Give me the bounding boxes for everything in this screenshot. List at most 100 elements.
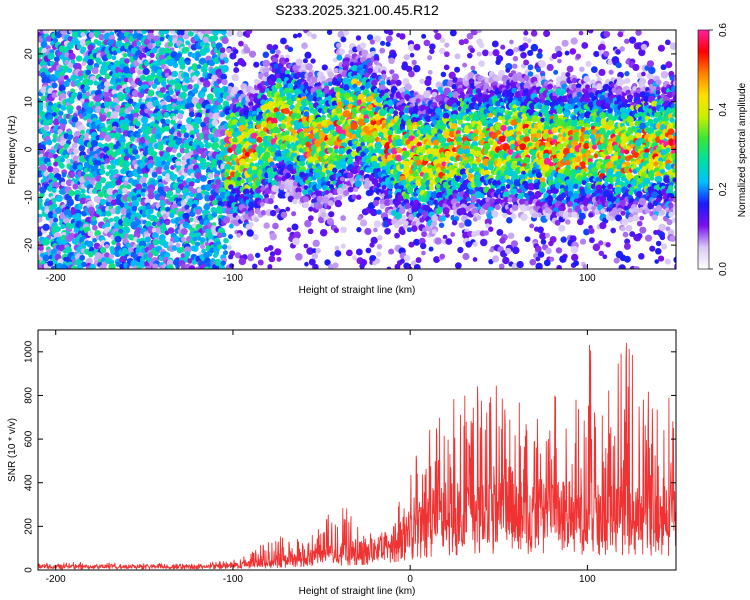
spectrogram-cell	[367, 189, 374, 196]
spectrogram-cell	[99, 131, 107, 139]
spectrogram-cell	[251, 169, 259, 176]
spectrogram-cell	[285, 206, 291, 212]
spectrogram-cell	[238, 158, 247, 166]
spectrogram-cell	[172, 94, 177, 99]
spectrogram-cell	[460, 107, 466, 113]
spectrogram-cell	[370, 208, 378, 217]
spectrogram-cell	[334, 148, 339, 154]
spectrogram-cell	[167, 227, 175, 235]
spectrogram-cell	[59, 75, 66, 81]
spectrogram-cell	[243, 132, 250, 139]
spectrogram-cell	[304, 51, 312, 59]
spectrogram-cell	[115, 209, 121, 215]
spectrogram-cell	[243, 109, 250, 116]
spectrogram-cell	[195, 177, 201, 184]
spectrogram-cell	[312, 239, 320, 248]
spectrogram-cell	[116, 72, 123, 78]
spectrogram-cell	[101, 211, 107, 217]
spectrogram-cell	[38, 230, 43, 237]
spectrogram-cell	[337, 194, 343, 201]
spectrogram-cell	[157, 144, 164, 151]
spectrogram-cell	[58, 110, 64, 116]
spectrogram-cell	[221, 78, 228, 86]
spectrogram-cell	[403, 54, 410, 61]
spectrogram-cell	[495, 59, 501, 65]
spectrogram-cell	[259, 147, 266, 153]
spectrogram-cell	[445, 156, 450, 162]
spectrogram-cell	[203, 266, 210, 269]
spectrogram-cell	[192, 65, 199, 72]
spectrogram-cell	[403, 160, 410, 168]
spectrogram-cell	[295, 123, 302, 129]
spectrogram-cell	[191, 96, 199, 105]
spectrogram-cell	[74, 63, 82, 71]
spectrogram-cell	[377, 235, 383, 241]
spectrogram-cell	[338, 147, 346, 155]
spectrogram-cell	[52, 37, 59, 44]
spectrogram-cell	[496, 162, 502, 168]
spectrogram-cell	[79, 243, 87, 251]
spectrogram-cell	[103, 81, 111, 88]
spectrogram-cell	[355, 248, 363, 256]
spectrogram-cell	[439, 253, 446, 260]
spectrogram-cell	[108, 169, 114, 175]
spectrogram-cell	[236, 232, 242, 238]
spectrogram-cell	[204, 183, 212, 192]
spectrogram-cell	[144, 236, 151, 243]
spectrogram-cell	[307, 94, 315, 102]
spectrogram-cell	[408, 70, 415, 78]
spectrogram-cell	[144, 135, 151, 141]
spectrogram-cell	[267, 245, 274, 251]
spectrogram-cell	[424, 79, 432, 87]
spectrogram-cell	[192, 123, 200, 130]
spectrogram-cell	[53, 161, 59, 167]
spectrogram-cell	[103, 107, 110, 113]
spectrogram-cell	[234, 147, 243, 155]
spectrogram-cell	[404, 83, 412, 91]
spectrogram-cell	[184, 47, 190, 53]
spectrogram-cell	[164, 176, 171, 183]
spectrogram-cell	[137, 70, 143, 76]
spectrogram-cell	[91, 224, 98, 231]
spectrogram-cell	[42, 30, 50, 35]
spectrogram-cell	[166, 190, 174, 197]
spectrogram-cell	[369, 39, 376, 45]
spectrogram-cell	[147, 89, 155, 97]
spectrogram-cell	[292, 33, 298, 39]
spectrogram-cell	[256, 136, 263, 143]
spectrogram-cell	[226, 130, 234, 138]
spectrogram-cell	[308, 258, 316, 266]
spectrogram-cell	[359, 170, 365, 175]
spectrogram-cell	[247, 254, 254, 262]
spectrogram-cell	[151, 133, 157, 140]
spectrogram-cell	[364, 83, 371, 89]
spectrogram-cell	[451, 122, 458, 130]
spectrogram-cell	[216, 96, 224, 104]
spectrogram-cell	[494, 123, 502, 131]
spectrogram-cell	[403, 116, 409, 122]
spectrogram-cell	[269, 209, 277, 217]
spectrogram-cell	[386, 266, 392, 269]
spectrogram-cell	[99, 168, 106, 175]
spectrogram-cell	[398, 207, 406, 215]
spectrogram-cell	[488, 51, 494, 57]
spectrogram-cell	[53, 56, 60, 63]
spectrogram-cell	[43, 238, 50, 246]
spectrogram-cell	[272, 222, 279, 230]
spectrogram-cell	[183, 132, 190, 139]
spectrogram-cell	[192, 236, 198, 242]
spectrogram-cell	[303, 128, 309, 133]
spectrogram-cell	[196, 192, 204, 201]
spectrogram-cell	[442, 234, 448, 240]
spectrogram-cell	[206, 93, 214, 101]
spectrogram-cell	[115, 179, 122, 186]
spectrogram-cell	[214, 258, 222, 267]
spectrogram-cell	[112, 168, 119, 175]
spectrogram-cell	[203, 80, 211, 88]
spectrogram-cell	[235, 180, 242, 187]
spectrogram-cell	[180, 200, 187, 207]
spectrogram-cell	[492, 49, 500, 57]
spectrogram-cell	[272, 144, 278, 149]
spectrogram-cell	[211, 158, 218, 166]
spectrogram-cell	[421, 160, 427, 166]
